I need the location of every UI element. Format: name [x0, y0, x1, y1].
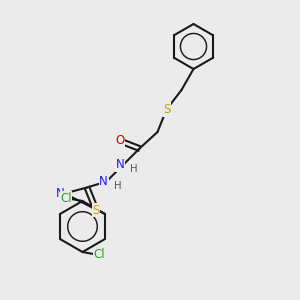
Text: H: H — [130, 164, 138, 175]
Text: Cl: Cl — [60, 191, 72, 205]
Text: S: S — [92, 203, 100, 217]
Text: H: H — [114, 181, 122, 191]
Text: N: N — [56, 187, 64, 200]
Text: N: N — [116, 158, 124, 172]
Text: N: N — [99, 175, 108, 188]
Text: H: H — [63, 194, 70, 205]
Text: S: S — [163, 103, 170, 116]
Text: O: O — [116, 134, 124, 148]
Text: Cl: Cl — [93, 248, 105, 262]
